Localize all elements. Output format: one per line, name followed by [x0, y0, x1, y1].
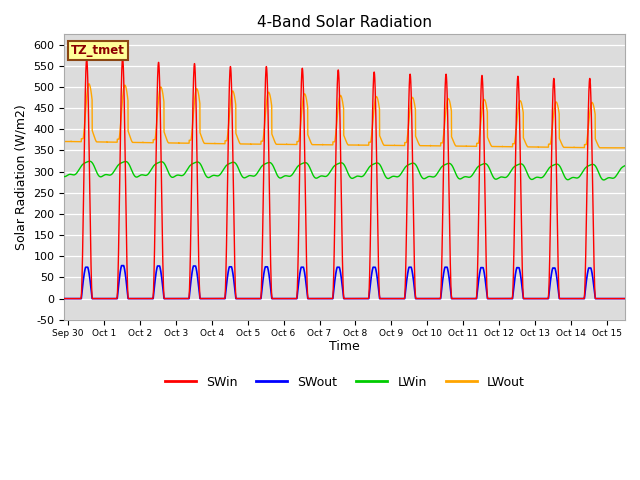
- SWin: [89, 296, 97, 301]
- LWin: [264, 160, 271, 166]
- Line: LWout: LWout: [65, 84, 625, 148]
- LWout: [264, 92, 271, 98]
- LWin: [61, 174, 68, 180]
- Title: 4-Band Solar Radiation: 4-Band Solar Radiation: [257, 15, 432, 30]
- SWout: [61, 296, 68, 301]
- SWout: [417, 296, 424, 301]
- SWout: [506, 296, 514, 301]
- SWin: [119, 55, 127, 61]
- Line: SWin: SWin: [65, 58, 625, 299]
- SWin: [264, 83, 271, 89]
- LWout: [61, 139, 68, 144]
- Y-axis label: Solar Radiation (W/m2): Solar Radiation (W/m2): [15, 104, 28, 250]
- SWout: [89, 296, 97, 301]
- X-axis label: Time: Time: [330, 340, 360, 353]
- LWout: [392, 143, 400, 148]
- LWin: [89, 160, 97, 166]
- LWout: [621, 145, 629, 151]
- Line: LWin: LWin: [65, 161, 625, 180]
- LWout: [604, 145, 611, 151]
- SWin: [392, 296, 400, 301]
- SWin: [417, 296, 424, 301]
- LWout: [476, 127, 484, 133]
- SWout: [476, 268, 484, 274]
- LWout: [89, 129, 97, 134]
- Line: SWout: SWout: [65, 265, 625, 299]
- LWin: [86, 158, 93, 164]
- SWout: [264, 264, 271, 270]
- SWout: [118, 263, 125, 268]
- LWin: [600, 177, 607, 183]
- LWout: [417, 143, 424, 148]
- Legend: SWin, SWout, LWin, LWout: SWin, SWout, LWin, LWout: [160, 371, 530, 394]
- SWin: [506, 296, 514, 301]
- LWin: [392, 174, 400, 180]
- LWin: [476, 162, 484, 168]
- SWin: [476, 128, 484, 133]
- LWout: [85, 81, 93, 87]
- Text: TZ_tmet: TZ_tmet: [71, 44, 125, 57]
- LWin: [621, 163, 629, 168]
- SWin: [621, 296, 629, 301]
- SWout: [621, 296, 629, 301]
- SWout: [392, 296, 400, 301]
- LWin: [506, 170, 514, 176]
- LWin: [417, 172, 424, 178]
- LWout: [506, 144, 514, 150]
- SWin: [61, 296, 68, 301]
